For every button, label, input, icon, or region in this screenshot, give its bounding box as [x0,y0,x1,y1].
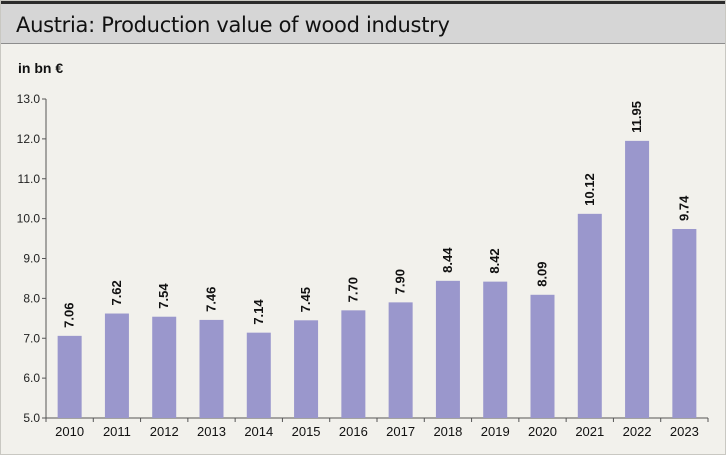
y-tick-label: 10.0 [17,212,41,226]
bar [530,294,555,418]
title-bar: Austria: Production value of wood indust… [1,1,725,44]
bar [104,313,129,418]
data-label: 11.95 [629,101,644,133]
y-tick-label: 11.0 [18,172,41,186]
x-tick-label: 2014 [244,424,273,439]
data-label: 8.09 [535,261,550,286]
bar [577,213,602,418]
x-tick-label: 2012 [150,424,179,439]
data-label: 7.62 [109,280,124,305]
x-tick-label: 2013 [197,424,226,439]
bar [388,302,413,418]
bar [199,319,224,418]
y-tick-label: 9.0 [23,252,40,266]
data-label: 7.70 [345,277,360,302]
x-tick-label: 2017 [386,424,415,439]
data-label: 7.46 [204,287,219,312]
data-label: 7.45 [298,287,313,312]
data-label: 7.06 [62,303,77,328]
bar [483,281,508,418]
data-label: 10.12 [582,173,597,206]
x-tick-label: 2021 [575,424,604,439]
x-tick-label: 2020 [528,424,557,439]
y-tick-label: 6.0 [23,371,40,385]
x-tick-label: 2016 [339,424,368,439]
x-tick-label: 2011 [103,424,131,439]
x-tick-label: 2022 [623,424,652,439]
data-label: 8.42 [487,248,502,273]
data-label: 7.90 [393,269,408,294]
x-tick-label: 2010 [55,424,84,439]
data-label: 7.14 [251,299,266,325]
bar [435,280,460,418]
y-tick-label: 13.0 [17,92,41,106]
bar [246,332,271,418]
y-tick-label: 8.0 [23,291,40,305]
data-label: 7.54 [156,283,171,309]
data-label: 9.74 [676,195,691,221]
bar [672,228,697,418]
y-tick-label: 12.0 [17,132,41,146]
x-tick-label: 2015 [292,424,321,439]
bar [341,310,366,418]
bar [294,320,319,418]
data-label: 8.44 [440,247,455,273]
chart-title: Austria: Production value of wood indust… [16,13,450,37]
y-tick-label: 7.0 [23,331,40,345]
x-tick-label: 2019 [481,424,510,439]
y-tick-label: 5.0 [23,411,40,425]
bar [625,140,650,418]
x-tick-label: 2018 [433,424,462,439]
unit-label: in bn € [18,60,64,76]
bar [152,316,177,418]
bar [57,335,82,418]
x-tick-label: 2023 [670,424,699,439]
